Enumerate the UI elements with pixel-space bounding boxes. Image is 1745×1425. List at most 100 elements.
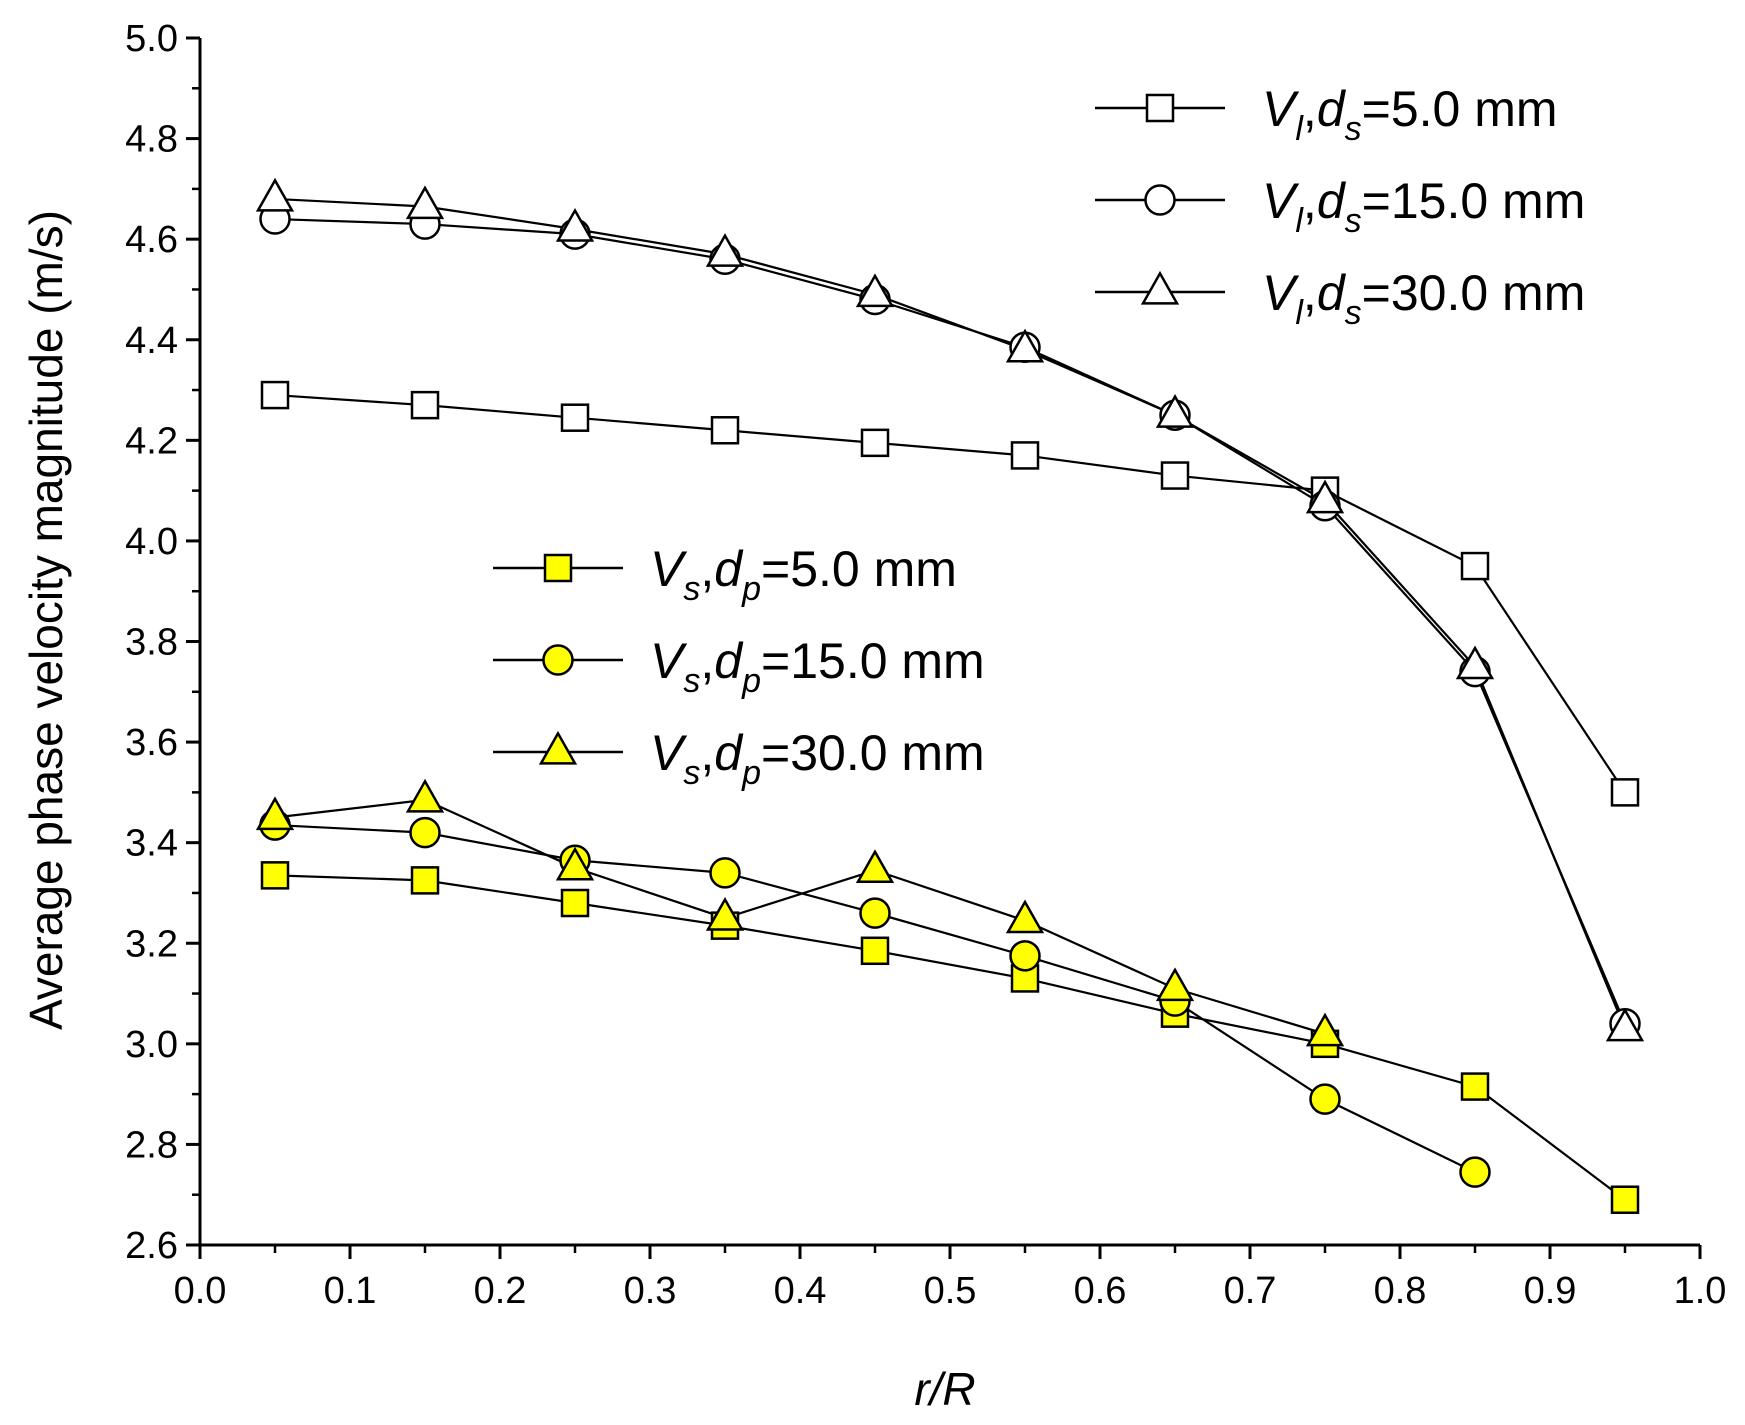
legend-comma: , <box>700 633 714 689</box>
legend-var: V <box>650 541 688 597</box>
legend-var-sub: s <box>683 570 700 608</box>
series-5-point-3 <box>705 896 745 931</box>
series-5-point-4 <box>855 849 895 883</box>
legend-param-sub: s <box>1345 110 1362 148</box>
x-tick-label-0: 0.0 <box>174 1270 227 1312</box>
series-lines <box>274 197 1627 1201</box>
legend-value: =30.0 mm <box>761 725 985 781</box>
y-tick-label-1: 2.8 <box>125 1124 178 1166</box>
x-tick-label-9: 0.9 <box>1524 1270 1577 1312</box>
series-2-point-5 <box>1005 328 1045 363</box>
series-2-point-8 <box>1455 645 1495 680</box>
legend-label: Vs,dp=15.0 mm <box>650 633 985 700</box>
series-4-point-8 <box>1459 1156 1491 1188</box>
series-0-point-8 <box>1460 551 1490 581</box>
y-tick-label-10: 4.6 <box>125 219 178 261</box>
series-2-point-1 <box>405 185 445 220</box>
series-2-point-6 <box>1155 394 1195 428</box>
series-2-point-7 <box>1305 479 1345 514</box>
series-4-point-7 <box>1309 1083 1341 1115</box>
y-tick-label-12: 5.0 <box>125 18 178 60</box>
series-0-point-3 <box>710 416 740 445</box>
x-tick-label-7: 0.7 <box>1224 1270 1277 1312</box>
series-3-point-8 <box>1460 1072 1490 1101</box>
y-tick-label-11: 4.8 <box>125 119 178 161</box>
x-axis-title: r/R <box>914 1363 975 1415</box>
legend-var: V <box>1262 81 1300 137</box>
series-0-point-4 <box>860 428 890 458</box>
series-5-point-2 <box>555 846 595 881</box>
legend-var-sub: s <box>683 754 700 792</box>
legend-var-sub: l <box>1295 110 1304 148</box>
series-2-point-0 <box>255 177 295 212</box>
y-tick-label-5: 3.6 <box>125 722 178 764</box>
y-tick-label-8: 4.2 <box>125 420 178 462</box>
x-tick-label-5: 0.5 <box>924 1270 977 1312</box>
legend-label: Vl,ds=30.0 mm <box>1262 265 1585 332</box>
legend-param-sub: s <box>1345 294 1362 332</box>
x-tick-label-10: 1.0 <box>1674 1270 1727 1312</box>
series-0-point-5 <box>1010 441 1040 470</box>
legend-param: d <box>714 633 744 689</box>
y-tick-label-7: 4.0 <box>125 521 178 563</box>
x-tick-label-6: 0.6 <box>1074 1270 1127 1312</box>
legend-item-3: Vs,dp=5.0 mm <box>493 541 957 608</box>
series-line-2 <box>274 197 1627 1030</box>
y-tick-label-0: 2.6 <box>125 1225 178 1267</box>
series-markers <box>255 177 1645 1214</box>
legend-var-sub: l <box>1295 202 1304 240</box>
x-tick-label-3: 0.3 <box>624 1270 677 1312</box>
legend-comma: , <box>700 541 714 597</box>
legend-marker <box>1145 93 1175 123</box>
legend-value: =30.0 mm <box>1362 265 1586 321</box>
series-0-point-9 <box>1610 778 1640 807</box>
legend-item-4: Vs,dp=15.0 mm <box>493 633 985 700</box>
legend-var: V <box>650 725 688 781</box>
series-3-point-9 <box>1610 1185 1640 1214</box>
legend-var: V <box>650 633 688 689</box>
legend-param: d <box>1317 265 1347 321</box>
series-2-point-4 <box>855 273 895 308</box>
legend-param: d <box>1317 81 1347 137</box>
legend-param-sub: p <box>741 662 761 700</box>
series-5-point-0 <box>255 796 295 831</box>
legend-var: V <box>1262 265 1300 321</box>
legend-value: =5.0 mm <box>761 541 957 597</box>
series-2-point-9 <box>1605 1007 1645 1042</box>
legend-marker <box>538 730 578 765</box>
series-3-point-0 <box>260 861 290 890</box>
legend-var-sub: s <box>683 662 700 700</box>
x-tick-label-4: 0.4 <box>774 1270 827 1312</box>
y-axis-title: Average phase velocity magnitude (m/s) <box>20 210 72 1030</box>
legend-label: Vl,ds=5.0 mm <box>1262 81 1558 148</box>
series-3-point-4 <box>860 936 890 966</box>
x-tick-label-8: 0.8 <box>1374 1270 1427 1312</box>
legend-marker <box>1144 184 1176 216</box>
series-4-point-4 <box>859 897 891 929</box>
series-line-5 <box>274 798 1326 1035</box>
legend-label: Vs,dp=5.0 mm <box>650 541 957 608</box>
series-4-point-1 <box>409 816 441 849</box>
series-line-1 <box>274 217 1627 1025</box>
series-5-point-7 <box>1305 1012 1345 1047</box>
y-tick-label-6: 3.8 <box>125 622 178 664</box>
legend-marker <box>1140 270 1180 305</box>
x-tick-label-2: 0.2 <box>474 1270 527 1312</box>
legend-param-sub: p <box>741 570 761 608</box>
series-4-point-5 <box>1009 940 1041 972</box>
series-2-point-2 <box>555 207 595 242</box>
legend-item-5: Vs,dp=30.0 mm <box>493 725 985 792</box>
legend-param: d <box>1317 173 1347 229</box>
legend-comma: , <box>1303 265 1317 321</box>
legend-marker <box>543 553 573 583</box>
legend-item-1: Vl,ds=15.0 mm <box>1095 173 1585 240</box>
legend-param: d <box>714 541 744 597</box>
series-4-point-3 <box>709 857 741 889</box>
legend-item-0: Vl,ds=5.0 mm <box>1095 81 1558 148</box>
legend-value: =5.0 mm <box>1362 81 1558 137</box>
legend-var-sub: l <box>1295 294 1304 332</box>
y-tick-label-3: 3.2 <box>125 923 178 965</box>
legend-marker <box>542 644 574 676</box>
